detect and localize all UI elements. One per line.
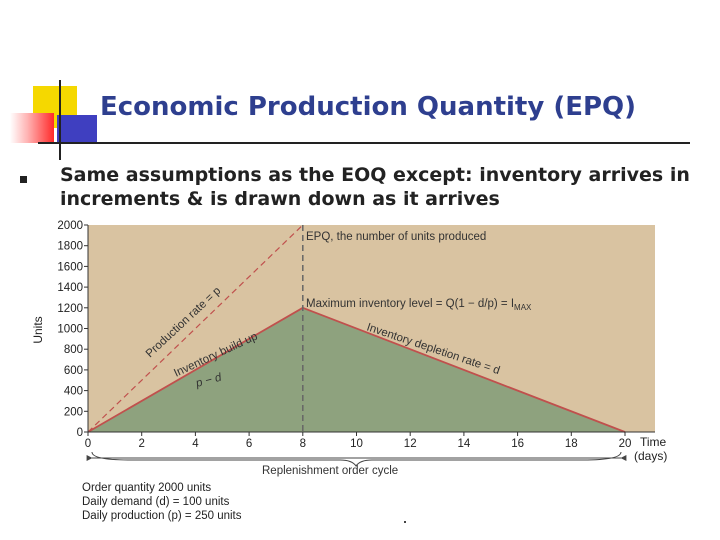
y-tick-label: 0 [77,427,83,439]
y-tick-label: 1000 [57,324,83,336]
inventory-area [88,307,625,432]
x-tick-label: 8 [300,438,306,450]
inventory-level-line-1 [302,306,626,433]
x-axis-label-time: Time [640,435,667,449]
note-daily-demand: Daily demand (d) = 100 units [82,496,230,508]
annotation-epq: EPQ, the number of units produced [306,231,486,243]
y-tick-label: 1200 [57,303,83,315]
stray-dot [404,521,406,523]
x-tick-label: 14 [458,438,471,450]
x-tick-label: 12 [404,438,417,450]
y-tick-label: 200 [64,406,83,418]
x-tick-label: 4 [192,438,199,450]
decor-red-gradient-square [10,113,54,143]
note-daily-production: Daily production (p) = 250 units [82,510,242,522]
y-tick-label: 600 [64,365,83,377]
cycle-brace [91,451,622,467]
x-tick-label: 20 [619,438,632,450]
inventory-level-line-0 [87,307,304,433]
x-tick-label: 0 [85,438,91,450]
x-tick-label: 6 [246,438,252,450]
y-tick-label: 1800 [57,241,83,253]
bullet-square-icon [20,176,27,183]
x-axis-label-days: (days) [634,449,667,463]
x-tick-label: 10 [350,438,363,450]
slide-title: Economic Production Quantity (EPQ) [100,92,637,122]
x-tick-label: 16 [511,438,524,450]
x-tick-label: 18 [565,438,578,450]
y-tick-label: 1600 [57,261,83,273]
y-tick-label: 1400 [57,282,83,294]
y-axis-label: Units [31,316,45,343]
title-underline [38,142,690,144]
decor-vertical-rule [59,80,61,160]
bullet-text: Same assumptions as the EOQ except: inve… [60,164,690,210]
y-tick-label: 400 [64,386,83,398]
annotation-max-inventory: Maximum inventory level = Q(1 − d/p) = I… [306,298,532,312]
y-tick-label: 2000 [57,220,83,232]
chart-notes: Order quantity 2000 units Daily demand (… [82,481,242,523]
decor-blue-square [57,115,97,143]
annotation-replenishment-cycle: Replenishment order cycle [262,465,398,477]
note-order-quantity: Order quantity 2000 units [82,482,212,494]
y-tick-label: 800 [64,344,83,356]
x-tick-label: 2 [138,438,144,450]
